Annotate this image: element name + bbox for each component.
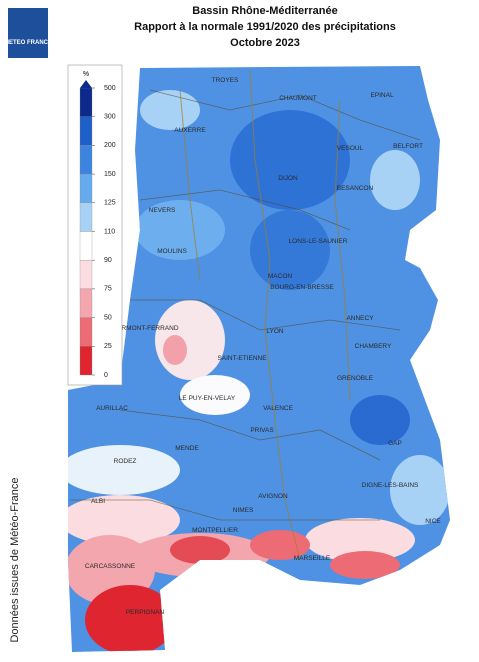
city-label: RMONT-FERRAND: [121, 325, 178, 332]
logo-text: METEO FRANCE: [4, 40, 52, 46]
city-label: MOULINS: [157, 248, 187, 255]
city-label: MACON: [268, 273, 293, 280]
source: Données issues de Météo-France: [9, 477, 21, 642]
city-labels: TROYES CHAUMONT EPINAL AUXERRE VESOUL BELFORT…: [85, 77, 442, 616]
city-label: LE PUY-EN-VELAY: [179, 395, 236, 402]
city-label: ANNECY: [346, 315, 374, 322]
legend-band: [79, 346, 93, 376]
city-label: GRENOBLE: [337, 375, 374, 382]
city-label: CHAUMONT: [279, 95, 317, 102]
city-label: DIGNE-LES-BAINS: [362, 482, 419, 489]
legend-unit: %: [83, 71, 89, 78]
title-line: Rapport à la normale 1991/2020 des préci…: [134, 21, 396, 33]
city-label: AVIGNON: [258, 493, 288, 500]
city-label: GAP: [388, 440, 402, 447]
title-line: Octobre 2023: [230, 37, 300, 49]
city-label: SAINT-ETIENNE: [217, 355, 267, 362]
legend-band: [79, 231, 93, 261]
legend-tick-label: 125: [104, 200, 116, 207]
legend-tick-label: 110: [104, 228, 115, 235]
legend-tick-label: 300: [104, 114, 116, 121]
city-label: VESOUL: [337, 145, 364, 152]
legend-tick-label: 200: [104, 142, 116, 149]
legend-tick-label: 50: [104, 314, 112, 321]
city-label: VALENCE: [263, 405, 294, 412]
legend: 500 300 200 150 125 110 90 75 50 25 0: [79, 80, 116, 379]
city-label: NICE: [425, 518, 441, 525]
map: [68, 66, 450, 652]
legend-box: [67, 64, 123, 386]
city-label: MENDE: [175, 445, 199, 452]
city-label: DIJON: [278, 175, 298, 182]
city-label: ALBI: [91, 498, 105, 505]
legend-tick-label: 25: [104, 343, 112, 350]
city-label: MONTPELLIER: [192, 527, 238, 534]
city-label: CARCASSONNE: [85, 563, 136, 570]
city-label: CHAMBERY: [355, 343, 392, 350]
city-label: MARSEILLE: [294, 555, 331, 562]
legend-tick-label: 150: [104, 171, 116, 178]
city-label: PERPIGNAN: [126, 609, 165, 616]
legend-band: [79, 288, 93, 318]
city-label: PRIVAS: [250, 427, 274, 434]
legend-band: [79, 173, 93, 203]
city-label: EPINAL: [370, 92, 394, 99]
legend-band: [79, 317, 93, 347]
city-label: LYON: [266, 328, 284, 335]
legend-band: [79, 145, 93, 175]
logo: [8, 8, 48, 58]
city-label: TROYES: [212, 77, 239, 84]
city-label: BOURG-EN-BRESSE: [270, 284, 334, 291]
legend-tick-label: 500: [104, 85, 116, 92]
legend-band: [79, 260, 93, 290]
city-label: LONS-LE-SAUNIER: [289, 238, 348, 245]
title-line: Bassin Rhône-Méditerranée: [192, 5, 337, 17]
legend-tick-label: 0: [104, 372, 108, 379]
legend-tick-label: 90: [104, 257, 112, 264]
city-label: RODEZ: [114, 458, 137, 465]
city-label: AURILLAC: [96, 405, 128, 412]
legend-tick-label: 75: [104, 286, 112, 293]
city-label: BELFORT: [393, 143, 423, 150]
legend-band: [79, 202, 93, 232]
city-label: NIMES: [233, 507, 254, 514]
city-label: NEVERS: [149, 207, 176, 214]
legend-arrow: [80, 80, 92, 88]
legend-band: [79, 87, 93, 117]
city-label: BESANCON: [337, 185, 374, 192]
legend-band: [79, 116, 93, 146]
city-label: AUXERRE: [174, 127, 206, 134]
